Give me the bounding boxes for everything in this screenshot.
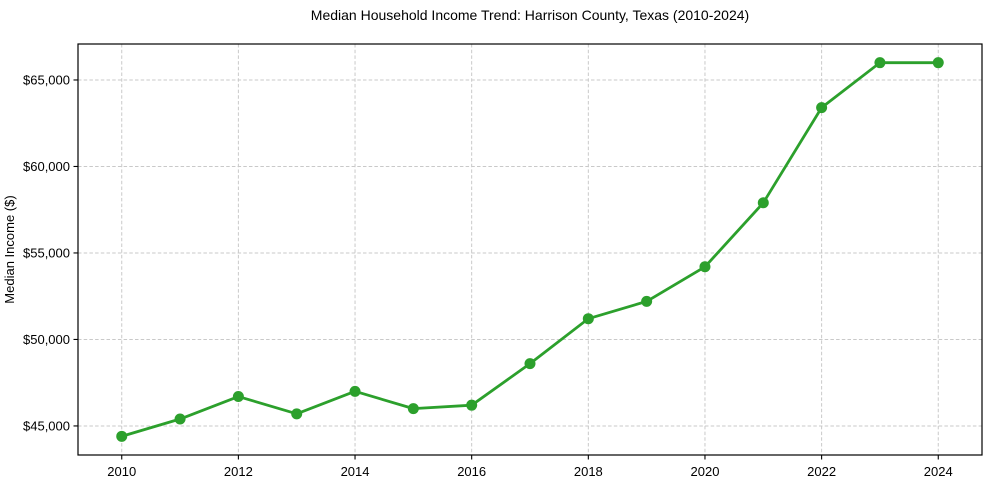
y-tick-label: $60,000 — [23, 159, 70, 174]
plot-area — [78, 44, 982, 455]
y-tick-label: $50,000 — [23, 332, 70, 347]
axes-spines — [77, 43, 983, 456]
x-tick-label: 2012 — [224, 464, 253, 479]
data-point-2011 — [174, 413, 186, 425]
data-point-2016 — [466, 399, 478, 411]
data-point-2021 — [757, 197, 769, 209]
data-point-2010 — [116, 430, 128, 442]
data-point-2013 — [291, 408, 303, 420]
data-point-2019 — [641, 295, 653, 307]
data-point-2018 — [582, 313, 594, 325]
x-tick-label: 2010 — [107, 464, 136, 479]
data-point-2017 — [524, 358, 536, 370]
y-tick-label: $55,000 — [23, 245, 70, 260]
data-point-2014 — [349, 385, 361, 397]
y-tick-label: $65,000 — [23, 72, 70, 87]
data-point-2012 — [232, 391, 244, 403]
data-point-2020 — [699, 261, 711, 273]
chart-title: Median Household Income Trend: Harrison … — [310, 7, 750, 23]
data-point-2022 — [816, 102, 828, 114]
x-tick-label: 2014 — [341, 464, 370, 479]
data-point-2024 — [932, 57, 944, 69]
x-tick-label: 2022 — [807, 464, 836, 479]
y-tick-label: $45,000 — [23, 418, 70, 433]
x-tick-label: 2024 — [924, 464, 953, 479]
data-point-2015 — [407, 403, 419, 415]
y-axis-label: Median Income ($) — [2, 195, 17, 303]
data-point-2023 — [874, 57, 886, 69]
x-tick-label: 2016 — [457, 464, 486, 479]
x-tick-label: 2018 — [574, 464, 603, 479]
x-tick-label: 2020 — [691, 464, 720, 479]
